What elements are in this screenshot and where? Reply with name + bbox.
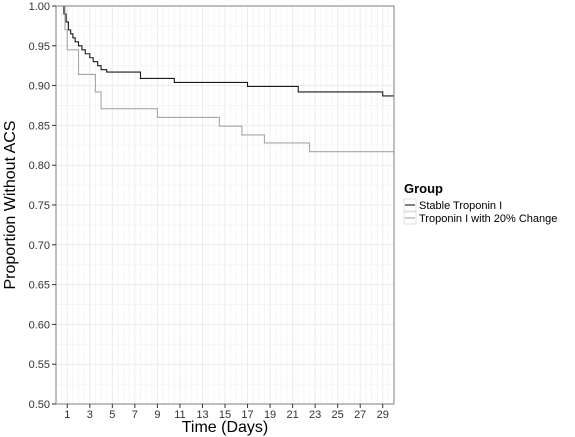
y-tick-label: 1.00 [29,1,50,13]
legend-title: Group [404,181,443,196]
x-tick-label: 19 [264,409,276,421]
y-tick-label: 0.85 [29,120,50,132]
x-tick-label: 25 [332,409,344,421]
y-tick-label: 0.65 [29,280,50,292]
y-axis: 0.50 0.55 0.60 0.65 0.70 0.75 0.80 0.85 0.90 0.95… [29,1,56,411]
series-line-2 [61,5,394,153]
y-tick-label: 0.75 [29,200,50,212]
x-tick-label: 9 [154,409,160,421]
x-tick-label: 15 [219,409,231,421]
series-group [61,5,394,153]
x-tick-label: 5 [109,409,115,421]
x-tick-label: 1 [64,409,70,421]
legend-label: Stable Troponin I [419,200,502,212]
x-axis: 1 3 5 7 9 11 13 15 17 19 21 23 25 27 29 [64,404,389,421]
grid [55,5,395,405]
legend-label: Troponin I with 20% Change [419,213,557,225]
y-tick-label: 0.95 [29,41,50,53]
y-tick-label: 0.50 [29,399,50,411]
y-tick-label: 0.70 [29,240,50,252]
series-line-1 [61,5,394,97]
x-tick-label: 29 [377,409,389,421]
plot-area [55,5,395,405]
x-tick-label: 23 [309,409,321,421]
x-tick-label: 17 [241,409,253,421]
y-tick-label: 0.60 [29,319,50,331]
y-axis-title: Proportion Without ACS [2,121,19,290]
x-tick-label: 7 [132,409,138,421]
y-tick-label: 0.80 [29,160,50,172]
x-tick-label: 13 [196,409,208,421]
x-tick-label: 27 [354,409,366,421]
y-tick-label: 0.90 [29,81,50,93]
x-tick-label: 11 [174,409,185,421]
y-tick-label: 0.55 [29,359,50,371]
x-tick-label: 3 [87,409,93,421]
x-axis-title: Time (Days) [182,419,269,436]
x-tick-label: 21 [286,409,298,421]
